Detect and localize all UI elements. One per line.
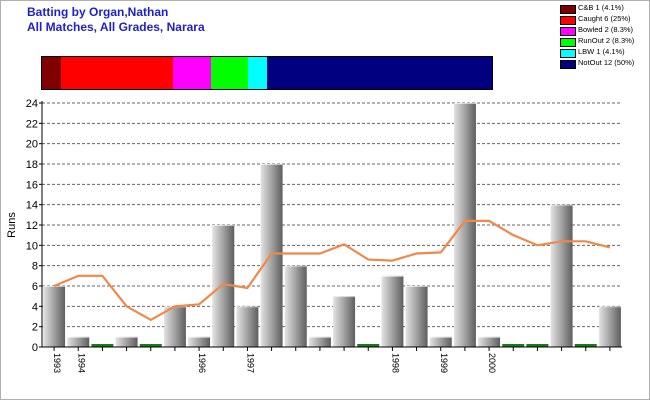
dismissal-segment-notout bbox=[266, 57, 492, 89]
bar bbox=[188, 336, 211, 347]
bar-highlight bbox=[212, 225, 235, 226]
zero-score-marker bbox=[357, 344, 380, 347]
legend-swatch bbox=[560, 49, 576, 58]
legend-label: Bowled 2 (8.3%) bbox=[578, 25, 634, 34]
axes bbox=[39, 101, 622, 351]
bar-highlight bbox=[405, 286, 428, 287]
bar bbox=[598, 306, 621, 347]
legend-swatch bbox=[560, 27, 576, 36]
legend-label: RunOut 2 (8.3%) bbox=[578, 36, 635, 45]
y-tick-label: 20 bbox=[26, 139, 38, 151]
legend-label: LBW 1 (4.1%) bbox=[578, 47, 625, 56]
y-tick-label: 10 bbox=[26, 240, 38, 252]
bar bbox=[333, 296, 356, 347]
x-tick-label: 2000 bbox=[487, 353, 497, 373]
legend-label: Caught 6 (25%) bbox=[578, 14, 631, 23]
bar-highlight bbox=[478, 336, 501, 338]
y-tick-label: 8 bbox=[32, 261, 38, 273]
chart-subtitle: All Matches, All Grades, Narara bbox=[27, 20, 205, 34]
bar bbox=[453, 103, 476, 347]
zero-score-marker bbox=[502, 344, 525, 347]
bar-highlight bbox=[188, 336, 211, 338]
y-tick-label: 0 bbox=[32, 342, 38, 354]
x-tick-label: 1998 bbox=[390, 353, 400, 373]
bar-highlight bbox=[43, 286, 66, 287]
y-tick-label: 4 bbox=[32, 301, 38, 313]
bar bbox=[43, 286, 66, 347]
dismissal-segment-bowled bbox=[173, 57, 211, 89]
bar bbox=[115, 336, 138, 347]
y-tick-label: 18 bbox=[26, 159, 38, 171]
legend-swatch bbox=[560, 16, 576, 25]
dismissal-segment-lbw bbox=[248, 57, 267, 89]
bar bbox=[405, 286, 428, 347]
dismissal-segment-caught bbox=[60, 57, 174, 89]
bar-highlight bbox=[308, 336, 331, 338]
y-axis-label: Runs bbox=[6, 212, 18, 238]
bar bbox=[381, 275, 404, 347]
bar-highlight bbox=[381, 275, 404, 277]
bar-highlight bbox=[236, 306, 259, 308]
y-tick-label: 14 bbox=[26, 200, 38, 212]
y-tick-label: 24 bbox=[26, 98, 38, 110]
x-tick-label: 1996 bbox=[197, 353, 207, 373]
bar-highlight bbox=[115, 336, 138, 338]
x-tick-label: 1999 bbox=[439, 353, 449, 373]
bar-highlight bbox=[284, 265, 307, 267]
legend-swatch bbox=[560, 60, 576, 69]
x-tick-label: 1997 bbox=[245, 353, 255, 373]
y-tick-label: 6 bbox=[32, 281, 38, 293]
zero-score-marker bbox=[139, 344, 162, 347]
legend-swatch bbox=[560, 38, 576, 47]
zero-score-marker bbox=[526, 344, 549, 347]
bar bbox=[284, 265, 307, 347]
bar-highlight bbox=[598, 306, 621, 308]
bar bbox=[236, 306, 259, 347]
zero-score-marker bbox=[91, 344, 114, 347]
x-tick-label: 1993 bbox=[52, 353, 62, 373]
zero-score-marker bbox=[574, 344, 597, 347]
bar bbox=[478, 336, 501, 347]
dismissal-segment-cb bbox=[42, 57, 61, 89]
legend-label: NotOut 12 (50%) bbox=[578, 58, 635, 67]
legend-swatch bbox=[560, 5, 576, 14]
bar-highlight bbox=[453, 103, 476, 104]
average-line-layer bbox=[53, 219, 611, 322]
bar bbox=[67, 336, 90, 347]
y-tick-label: 12 bbox=[26, 220, 38, 232]
bar-highlight bbox=[260, 164, 283, 165]
bar bbox=[550, 204, 573, 347]
bars bbox=[43, 103, 621, 347]
x-tick-label: 1994 bbox=[76, 353, 86, 373]
gridlines bbox=[42, 102, 622, 328]
average-line bbox=[53, 219, 611, 322]
bar bbox=[163, 306, 186, 347]
y-tick-label: 2 bbox=[32, 322, 38, 334]
bar bbox=[260, 164, 283, 347]
dismissal-segment-runout bbox=[210, 57, 249, 89]
y-tick-label: 22 bbox=[26, 118, 38, 130]
bar-highlight bbox=[550, 204, 573, 206]
chart-title: Batting by Organ,Nathan bbox=[27, 5, 169, 19]
bar bbox=[308, 336, 331, 347]
bar bbox=[212, 225, 235, 347]
bar bbox=[429, 336, 452, 347]
bar-highlight bbox=[67, 336, 90, 338]
legend-label: C&B 1 (4.1%) bbox=[578, 3, 624, 12]
bar-highlight bbox=[429, 336, 452, 338]
bar-highlight bbox=[333, 296, 356, 298]
dismissal-breakdown-bar bbox=[41, 56, 493, 90]
y-tick-label: 16 bbox=[26, 179, 38, 191]
